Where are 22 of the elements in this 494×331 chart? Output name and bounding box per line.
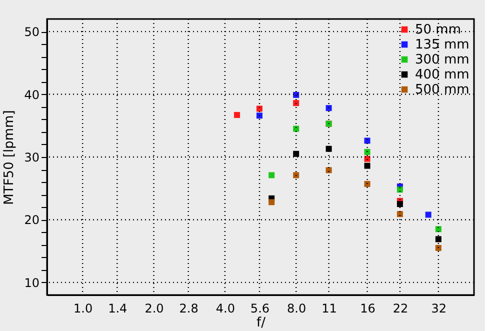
x-axis-title: f/ [256,316,266,330]
x-tick-label: 2.0 [144,302,164,316]
x-tick-label: 22 [392,302,408,316]
y-tick-label: 10 [24,276,40,290]
y-tick-label: 40 [24,88,40,102]
y-axis-title: MTF50 [lpmm] [2,110,18,205]
legend-label: 135 mm [415,38,470,52]
x-tick-label: 1.4 [108,302,128,316]
legend-label: 300 mm [415,52,470,68]
x-tick-label: 4.0 [216,302,235,316]
y-tick-label: 50 [24,25,40,40]
x-tick-label: 32 [431,302,447,316]
x-tick-label: 16 [360,302,376,316]
y-tick-label: 20 [24,213,40,228]
x-tick-label: 1.0 [74,302,93,316]
legend-label: 400 mm [415,68,470,82]
x-tick-label: 5.6 [250,302,270,316]
y-tick-label: 30 [24,150,40,164]
x-tick-label: 11 [322,302,337,316]
legend-label: 500 mm [415,82,470,98]
x-tick-label: 8.0 [287,302,306,316]
x-tick-label: 2.8 [179,302,198,316]
